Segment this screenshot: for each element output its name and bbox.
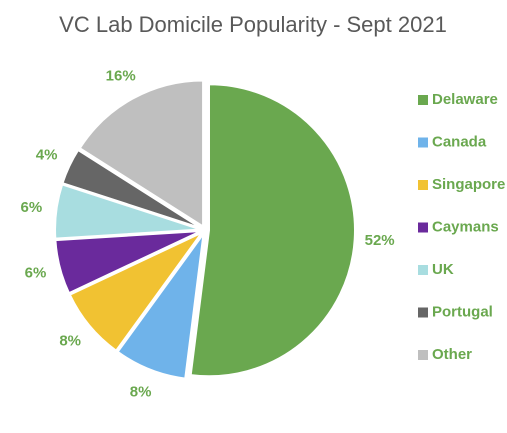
chart-title: VC Lab Domicile Popularity - Sept 2021 — [59, 12, 447, 37]
legend-swatch — [418, 222, 428, 233]
data-label: 6% — [21, 199, 43, 216]
pie-slice — [54, 183, 202, 240]
legend-swatch — [418, 137, 428, 148]
data-label: 8% — [130, 384, 152, 401]
legend-label: Caymans — [432, 218, 499, 235]
pie-slice — [189, 83, 356, 378]
data-label: 16% — [106, 68, 136, 85]
pie-slice — [68, 231, 203, 353]
data-label: 4% — [36, 146, 58, 163]
legend-label: Portugal — [432, 303, 493, 320]
legend-swatch — [418, 307, 428, 318]
legend-swatch — [418, 265, 428, 275]
pie-slice — [61, 148, 202, 230]
legend-label: UK — [432, 261, 454, 278]
legend-label: Delaware — [432, 91, 498, 108]
data-label: 8% — [59, 333, 81, 350]
pie-slice — [78, 79, 205, 229]
data-label: 52% — [365, 232, 395, 249]
legend-label: Canada — [432, 133, 487, 150]
data-label: 6% — [25, 264, 47, 281]
pie-slice — [116, 233, 205, 380]
legend-swatch — [418, 95, 428, 105]
legend-label: Other — [432, 346, 472, 363]
legend-label: Singapore — [432, 176, 505, 193]
legend-swatch — [418, 180, 428, 190]
legend-swatch — [418, 350, 428, 360]
pie-slice — [54, 229, 202, 295]
